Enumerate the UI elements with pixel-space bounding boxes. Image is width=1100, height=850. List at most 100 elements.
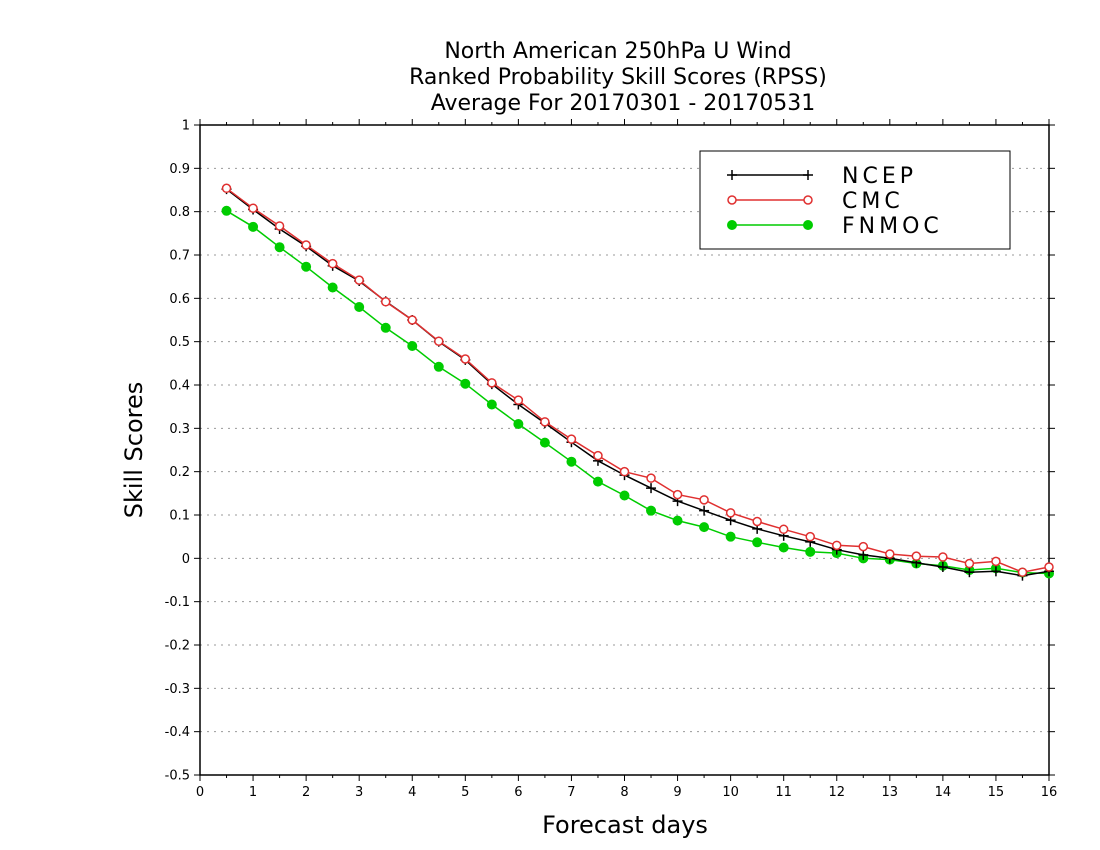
point-cmc [566, 434, 577, 444]
legend-item-cmc: CMC [727, 189, 900, 214]
series-cmc [221, 183, 1054, 577]
x-tick-label: 12 [828, 785, 845, 800]
point-cmc [327, 258, 338, 269]
x-tick-label: 11 [775, 785, 792, 800]
point-cmc [274, 221, 285, 231]
x-axis-label: Forecast days [542, 811, 708, 839]
point-fnmoc [752, 537, 763, 548]
x-tick-label: 7 [567, 785, 575, 800]
x-tick-label: 5 [461, 785, 469, 800]
y-tick-label: 0.1 [169, 509, 190, 524]
point-cmc [619, 466, 630, 477]
point-ncep [646, 483, 657, 494]
y-tick-label: -0.2 [165, 639, 190, 654]
point-cmc [911, 551, 922, 561]
point-fnmoc [778, 542, 789, 553]
point-cmc [672, 489, 683, 500]
legend-marker-cmc [803, 195, 813, 205]
y-tick-label: 0.8 [169, 205, 190, 220]
point-cmc [407, 315, 417, 325]
point-fnmoc [221, 205, 232, 216]
point-fnmoc [699, 522, 710, 533]
chart-title-line-1: North American 250hPa U Wind [444, 39, 791, 64]
x-tick-label: 1 [249, 785, 257, 800]
legend-item-ncep: NCEP [727, 164, 917, 189]
point-ncep [858, 549, 869, 560]
point-fnmoc [592, 476, 603, 487]
point-fnmoc [725, 531, 736, 542]
point-cmc [248, 203, 258, 213]
legend-marker-fnmoc [727, 220, 737, 230]
legend-label-fnmoc: FNMOC [842, 214, 943, 239]
point-cmc [858, 541, 869, 552]
y-tick-label: -0.5 [165, 769, 190, 784]
point-cmc [1044, 562, 1054, 572]
point-fnmoc [486, 399, 497, 410]
y-tick-label: -0.4 [165, 725, 190, 740]
y-tick-label: 0.7 [169, 249, 190, 264]
y-tick-label: 1 [182, 119, 190, 134]
y-tick-label: 0.5 [169, 335, 190, 350]
point-cmc [752, 516, 762, 527]
y-tick-label: 0.3 [169, 422, 190, 437]
point-cmc [434, 336, 444, 346]
point-ncep [964, 567, 975, 578]
point-ncep [937, 562, 948, 572]
legend-marker-ncep [803, 170, 813, 180]
legend-label-ncep: NCEP [842, 164, 917, 189]
series-line-fnmoc [226, 210, 1050, 575]
point-fnmoc [805, 546, 816, 557]
point-fnmoc [380, 322, 391, 333]
x-tick-label: 16 [1041, 785, 1058, 800]
point-fnmoc [566, 456, 577, 467]
y-axis-label: Skill Scores [120, 382, 148, 519]
point-ncep [990, 566, 1001, 577]
point-cmc [885, 549, 895, 559]
y-tick-label: -0.3 [165, 682, 190, 697]
x-tick-label: 14 [935, 785, 952, 800]
y-tick-label: 0.4 [169, 379, 190, 394]
x-tick-label: 10 [722, 785, 739, 800]
point-cmc [991, 556, 1001, 567]
x-tick-label: 15 [988, 785, 1005, 800]
data-series [221, 183, 1054, 581]
chart-title-line-3: Average For 20170301 - 20170531 [431, 91, 816, 116]
point-cmc [487, 378, 497, 388]
series-fnmoc [221, 205, 1054, 579]
point-cmc [646, 473, 656, 483]
point-fnmoc [433, 361, 444, 372]
x-tick-label: 8 [620, 785, 628, 800]
point-cmc [964, 558, 975, 569]
y-tick-label: 0.6 [169, 292, 190, 307]
x-tick-label: 13 [882, 785, 899, 800]
point-fnmoc [407, 341, 418, 351]
point-cmc [778, 524, 789, 535]
point-cmc [460, 354, 471, 364]
point-fnmoc [327, 282, 338, 293]
point-fnmoc [513, 419, 524, 429]
legend-marker-fnmoc [803, 220, 813, 230]
point-fnmoc [301, 261, 312, 272]
legend-marker-ncep [727, 170, 737, 180]
y-tick-label: 0.9 [169, 162, 190, 177]
x-tick-label: 2 [302, 785, 310, 800]
point-fnmoc [460, 378, 471, 389]
x-tick-label: 9 [673, 785, 681, 800]
point-ncep [699, 505, 710, 516]
point-cmc [221, 183, 232, 194]
y-tick-label: 0.2 [169, 465, 190, 480]
point-fnmoc [248, 221, 259, 232]
point-cmc [1017, 567, 1028, 577]
y-tick-label: -0.1 [165, 595, 190, 610]
point-cmc [540, 417, 550, 427]
x-tick-label: 0 [196, 785, 204, 800]
grid-lines [200, 167, 1049, 733]
x-tick-label: 4 [408, 785, 416, 800]
point-fnmoc [274, 242, 285, 253]
legend-item-fnmoc: FNMOC [727, 214, 943, 239]
chart-title-line-2: Ranked Probability Skill Scores (RPSS) [409, 65, 827, 90]
point-fnmoc [646, 505, 657, 516]
point-cmc [699, 495, 709, 505]
